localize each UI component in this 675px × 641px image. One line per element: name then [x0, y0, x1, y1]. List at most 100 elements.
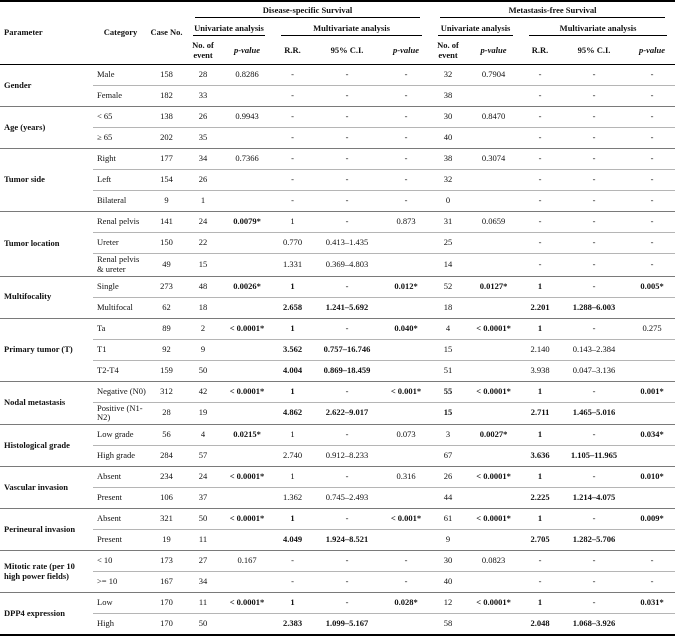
- header-disease-specific-survival: Disease-specific Survival: [185, 1, 430, 22]
- category-cell: Present: [93, 487, 148, 510]
- mfs-ci-cell: -: [559, 148, 630, 170]
- dss-rr-cell: 0.770: [273, 232, 312, 254]
- dss-ci-cell: -: [312, 190, 382, 212]
- dss-ci-cell: -: [312, 318, 382, 340]
- dss-uv-pvalue-cell: [221, 360, 273, 382]
- mfs-uv-events-cell: 31: [430, 211, 467, 233]
- dss-mv-pvalue-cell: [382, 339, 431, 361]
- mfs-mv-pvalue-cell: -: [629, 211, 675, 233]
- category-cell: Left: [93, 169, 148, 191]
- parameter-cell: Tumor side: [0, 148, 93, 212]
- case-no-cell: 167: [148, 571, 185, 594]
- dss-uv-events-cell: 34: [185, 148, 221, 170]
- mfs-ci-cell: -: [559, 466, 630, 489]
- mfs-uv-events-cell: 32: [430, 169, 467, 191]
- mfs-uv-pvalue-cell: [466, 571, 522, 594]
- dss-uv-events-cell: 34: [185, 571, 221, 594]
- dss-uv-events-cell: 48: [185, 276, 221, 298]
- category-cell: Low: [93, 592, 148, 615]
- mfs-uv-pvalue-cell: [466, 402, 522, 426]
- mfs-ci-cell: -: [559, 508, 630, 531]
- mfs-rr-cell: -: [521, 253, 560, 277]
- mfs-rr-cell: 1: [521, 508, 560, 531]
- dss-rr-cell: 2.383: [273, 613, 312, 636]
- dss-ci-cell: -: [312, 106, 382, 128]
- mfs-uv-events-cell: 12: [430, 592, 467, 615]
- mfs-uv-events-cell: 38: [430, 85, 467, 107]
- mfs-rr-cell: -: [521, 169, 560, 191]
- header-parameter: Parameter: [0, 1, 93, 65]
- table-row: Mitotic rate (per 10 high power fields) <…: [0, 550, 675, 594]
- category-cell: Renal pelvis & ureter: [93, 253, 148, 277]
- category-cell: < 65: [93, 106, 148, 128]
- mfs-ci-cell: 1.105–11.965: [559, 445, 630, 468]
- dss-rr-cell: -: [273, 550, 312, 573]
- parameter-cell: Tumor location: [0, 211, 93, 277]
- header-mfs-ci: 95% C.I.: [559, 38, 630, 65]
- mfs-ci-cell: 0.143–2.384: [559, 339, 630, 361]
- dss-rr-cell: 1: [273, 276, 312, 298]
- dss-uv-pvalue-cell: [221, 613, 273, 636]
- dss-mv-pvalue-cell: [382, 360, 431, 382]
- mfs-ci-cell: -: [559, 571, 630, 594]
- category-cell: ≥ 65: [93, 127, 148, 149]
- case-no-cell: 173: [148, 550, 185, 573]
- dss-uv-pvalue-cell: < 0.0001*: [221, 318, 273, 340]
- case-no-cell: 158: [148, 64, 185, 86]
- mfs-rr-cell: -: [521, 232, 560, 254]
- table-row: Bilateral 9 1- - -0- - -: [0, 190, 675, 212]
- parameter-cell: Vascular invasion: [0, 466, 93, 510]
- mfs-uv-pvalue-cell: [466, 487, 522, 510]
- dss-uv-events-cell: 57: [185, 445, 221, 468]
- dss-rr-cell: 4.004: [273, 360, 312, 382]
- dss-uv-events-cell: 24: [185, 211, 221, 233]
- mfs-uv-pvalue-cell: 0.7904: [466, 64, 522, 86]
- dss-uv-events-cell: 22: [185, 232, 221, 254]
- mfs-ci-cell: -: [559, 381, 630, 403]
- dss-uv-pvalue-cell: 0.167: [221, 550, 273, 573]
- dss-uv-pvalue-cell: [221, 253, 273, 277]
- dss-uv-pvalue-cell: [221, 571, 273, 594]
- dss-rr-cell: -: [273, 106, 312, 128]
- case-no-cell: 62: [148, 297, 185, 319]
- category-cell: High: [93, 613, 148, 636]
- parameter-cell: Gender: [0, 64, 93, 107]
- case-no-cell: 9: [148, 190, 185, 212]
- dss-ci-cell: 1.241–5.692: [312, 297, 382, 319]
- dss-ci-cell: -: [312, 148, 382, 170]
- dss-mv-pvalue-cell: [382, 297, 431, 319]
- dss-mv-pvalue-cell: [382, 613, 431, 636]
- dss-uv-events-cell: 42: [185, 381, 221, 403]
- header-dss-uv-events: No. of event: [185, 38, 221, 65]
- dss-rr-cell: 1: [273, 318, 312, 340]
- dss-mv-pvalue-cell: -: [382, 85, 431, 107]
- dss-uv-events-cell: 35: [185, 127, 221, 149]
- case-no-cell: 273: [148, 276, 185, 298]
- case-no-cell: 170: [148, 613, 185, 636]
- dss-mv-pvalue-cell: [382, 402, 431, 426]
- mfs-uv-events-cell: 3: [430, 424, 467, 447]
- dss-mv-pvalue-cell: [382, 232, 431, 254]
- mfs-rr-cell: -: [521, 85, 560, 107]
- mfs-rr-cell: -: [521, 211, 560, 233]
- mfs-uv-events-cell: 58: [430, 613, 467, 636]
- header-mfs-mv-pvalue: p-value: [629, 38, 675, 65]
- parameter-cell: Age (years): [0, 106, 93, 149]
- mfs-rr-cell: 2.048: [521, 613, 560, 636]
- mfs-mv-pvalue-cell: -: [629, 64, 675, 86]
- dss-ci-cell: -: [312, 64, 382, 86]
- mfs-uv-pvalue-cell: 0.8470: [466, 106, 522, 128]
- mfs-rr-cell: -: [521, 550, 560, 573]
- mfs-mv-pvalue-cell: 0.275: [629, 318, 675, 340]
- mfs-uv-pvalue-cell: [466, 529, 522, 552]
- mfs-ci-cell: -: [559, 232, 630, 254]
- dss-ci-cell: -: [312, 424, 382, 447]
- mfs-uv-pvalue-cell: [466, 190, 522, 212]
- header-dss-mv-pvalue: p-value: [382, 38, 431, 65]
- table-row: DPP4 expression Low 170 11 < 0.0001* 1-0.028*…: [0, 592, 675, 636]
- table-body: Gender Male 158 28 0.8286- - -32 0.7904- - - Femal…: [0, 64, 675, 636]
- parameter-cell: DPP4 expression: [0, 592, 93, 636]
- dss-ci-cell: -: [312, 85, 382, 107]
- dss-rr-cell: 2.658: [273, 297, 312, 319]
- dss-rr-cell: 1: [273, 381, 312, 403]
